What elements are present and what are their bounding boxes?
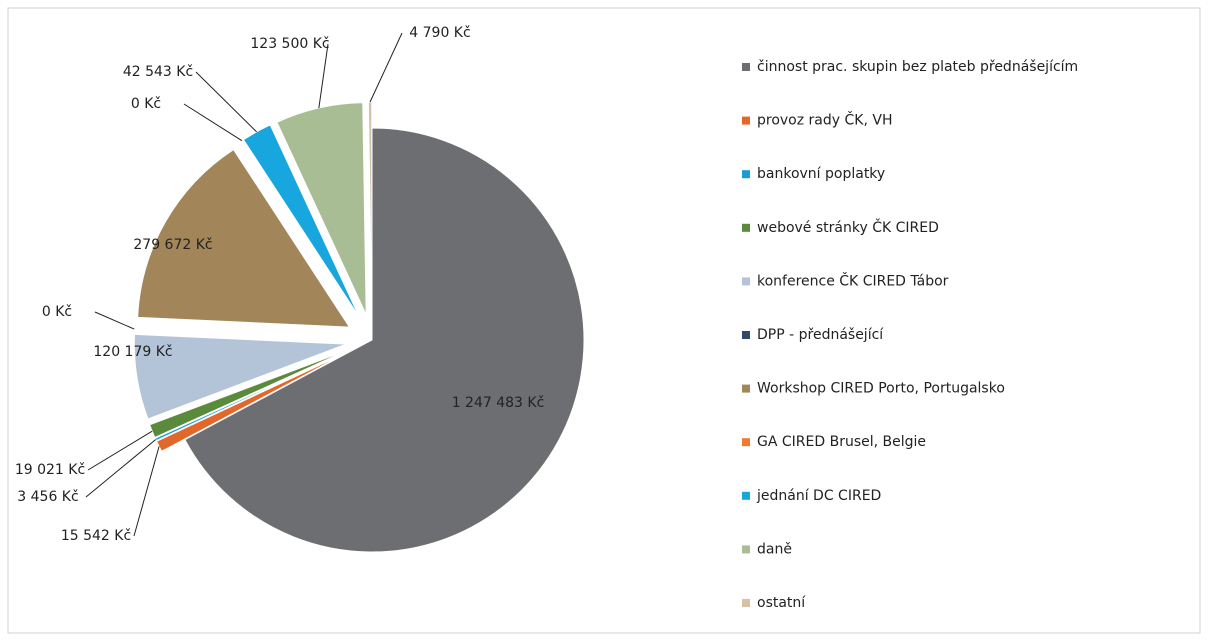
pie-slice	[184, 127, 585, 553]
data-label: 123 500 Kč	[250, 36, 329, 52]
legend-label: ostatní	[757, 595, 806, 611]
legend-label: GA CIRED Brusel, Belgie	[757, 434, 926, 450]
legend-swatch	[742, 63, 750, 71]
legend-swatch	[742, 491, 750, 500]
legend-label: činnost prac. skupin bez plateb přednáše…	[757, 59, 1078, 75]
leader-line	[87, 430, 153, 471]
data-label: 4 790 Kč	[409, 25, 470, 41]
leader-line	[94, 311, 135, 330]
legend-label: daně	[757, 541, 792, 557]
leader-line	[318, 43, 329, 109]
legend-swatch	[742, 331, 750, 339]
legend-label: bankovní poplatky	[757, 166, 885, 182]
legend-swatch	[742, 170, 750, 179]
legend-swatch	[742, 384, 750, 393]
data-label: 1 247 483 Kč	[452, 395, 545, 411]
legend-label: webové stránky ČK CIRED	[757, 218, 939, 236]
data-label: 15 542 Kč	[61, 528, 131, 544]
pie-slice	[137, 148, 351, 328]
legend-label: Workshop CIRED Porto, Portugalsko	[757, 381, 1005, 397]
legend-swatch	[742, 545, 750, 554]
data-label: 42 543 Kč	[123, 64, 193, 80]
legend-swatch	[742, 223, 750, 232]
data-label: 19 021 Kč	[15, 462, 85, 478]
leader-line	[195, 71, 257, 133]
pie-slice	[367, 101, 373, 315]
pie-slice	[154, 350, 349, 442]
legend-label: jednání DC CIRED	[756, 488, 881, 504]
leader-line	[133, 446, 160, 537]
data-label: 120 179 Kč	[93, 344, 172, 360]
legend-swatch	[742, 277, 750, 286]
legend-label: DPP - přednášející	[757, 327, 884, 343]
legend-label: provoz rady ČK, VH	[757, 111, 892, 129]
data-label: 0 Kč	[42, 304, 72, 320]
chart-frame	[7, 7, 1201, 634]
leader-line	[369, 32, 403, 103]
leader-line	[183, 103, 243, 142]
pie-slice	[133, 333, 347, 420]
legend-swatch	[742, 438, 750, 447]
data-label: 279 672 Kč	[133, 237, 212, 253]
pie-slice	[276, 102, 367, 315]
legend-label: konference ČK CIRED Tábor	[757, 271, 949, 289]
legend-swatch	[742, 599, 750, 607]
data-label: 3 456 Kč	[17, 489, 78, 505]
pie-slice	[156, 351, 349, 453]
data-label: 0 Kč	[131, 96, 161, 112]
leader-line	[85, 439, 157, 498]
legend-swatch	[742, 116, 750, 125]
